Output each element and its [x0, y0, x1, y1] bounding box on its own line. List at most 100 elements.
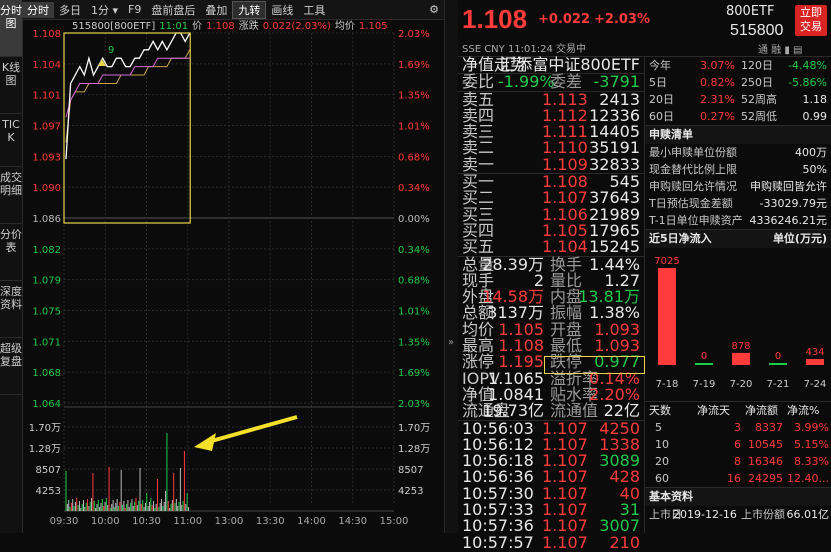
fund-info-panel: 今年 3.07% 120日 -4.48% 5日 0.82% 250日 -5.86% 20日 2.3… [645, 57, 831, 533]
stat-value-2: 1.44% [589, 254, 640, 274]
bid-price[interactable]: 1.105 [542, 220, 588, 240]
weibi-label: 委比 [462, 72, 495, 92]
stat-value-2: 1.27 [604, 270, 640, 290]
tick-volume: 1338 [599, 434, 640, 454]
ask-volume: 32833 [589, 154, 640, 174]
stat-label-2: 振幅 [550, 303, 583, 323]
fund-full-name: 汇添富中证800ETF [500, 55, 640, 74]
ask-price[interactable]: 1.110 [542, 138, 588, 158]
toolbar-item-0[interactable]: 分时 [22, 1, 54, 18]
ask-price[interactable]: 1.112 [542, 105, 588, 125]
nav-item-2[interactable]: TICK [0, 114, 22, 167]
nav-item-6[interactable]: 超级复盘 [0, 338, 22, 395]
toolbar-item-4[interactable]: 盘前盘后 [151, 3, 196, 17]
period-value-2: 0.99 [802, 110, 828, 123]
bid-price[interactable]: 1.108 [542, 172, 588, 192]
ask-volume: 12336 [589, 105, 640, 125]
quote-flag-icons[interactable]: 通 融 ▮ ▤ [758, 45, 803, 56]
book-row: 最高 1.108 最低 1.093 [458, 336, 644, 356]
stat-value-2: 22亿 [603, 401, 640, 421]
flow-amount: 10545 [748, 438, 783, 451]
flow-netdays: 8 [734, 455, 741, 468]
pct-tick: 1.69% [398, 60, 430, 71]
stat-value: 3137万 [487, 303, 544, 323]
flow-table-row: 20 8 16346 8.33% [645, 453, 831, 470]
bid-price[interactable]: 1.107 [542, 188, 588, 208]
tick-volume: 210 [609, 532, 640, 552]
stat-label: IOPV [462, 368, 500, 388]
tick-time: 10:57:57 [462, 532, 534, 552]
toolbar-item-5[interactable]: 叠加 [205, 3, 228, 17]
info-info_price: 1.108 [206, 21, 235, 32]
bid-price[interactable]: 1.104 [542, 237, 588, 257]
ask-price[interactable]: 1.109 [542, 154, 588, 174]
shares-value: 66.01亿 [786, 508, 830, 521]
toolbar-item-7[interactable]: 画线 [271, 3, 294, 17]
stat-value: 1.105 [498, 319, 544, 339]
period-label: 5日 [649, 76, 667, 89]
pct-tick: 0.34% [398, 183, 430, 194]
book-row: 均价 1.105 开盘 1.093 [458, 319, 644, 339]
info-info_chg: 0.022(2.03%) [263, 21, 331, 32]
toolbar-item-2[interactable]: 1分 ▾ [91, 3, 119, 17]
nav-trend-link[interactable]: 净值走势 [462, 55, 527, 74]
tick-volume: 3089 [599, 451, 640, 471]
price-tick: 1.082 [32, 245, 61, 256]
flow-amount: 16346 [748, 455, 783, 468]
redeem-value: 50% [802, 163, 827, 176]
trade-now-button[interactable]: 立即交易 [795, 5, 827, 36]
stat-label-2: 跌停 [550, 352, 583, 372]
toolbar-item-8[interactable]: 工具 [303, 3, 326, 17]
stat-value-2: 1.093 [594, 336, 640, 356]
bid-label: 买四 [462, 220, 495, 240]
book-row: 卖五 1.113 2413 [458, 89, 644, 109]
price-tick: 1.086 [32, 214, 61, 225]
toolbar-item-6[interactable]: 九转 [232, 0, 267, 19]
book-row: 卖一 1.109 32833 [458, 154, 644, 174]
stat-label-2: 流通值 [550, 401, 599, 421]
ask-label: 卖五 [462, 89, 495, 109]
stat-label: 现手 [462, 270, 495, 290]
period-value: 3.07% [700, 59, 735, 72]
nav-item-1[interactable]: K线图 [0, 57, 22, 114]
tick-time: 10:56:18 [462, 451, 534, 471]
price-tick: 1.064 [32, 399, 61, 410]
ask-price[interactable]: 1.113 [542, 89, 588, 109]
book-row: 总额 3137万 振幅 1.38% [458, 303, 644, 323]
ask-price[interactable]: 1.111 [542, 122, 588, 142]
nav-item-4[interactable]: 分价表 [0, 224, 22, 281]
stat-label-2: 贴水率 [550, 384, 599, 404]
collapse-arrow-icon[interactable]: » [448, 337, 455, 348]
tick-time: 10:56:36 [462, 467, 534, 487]
intraday-chart[interactable]: 1.108 2.03% 1.104 1.69% 1.101 1.35% 1.097 1.01%… [22, 19, 444, 533]
netflow-value-label: 434 [805, 347, 824, 358]
period-label-2: 52周低 [741, 110, 777, 123]
price-tick: 1.079 [32, 276, 61, 287]
bid-label: 买五 [462, 237, 495, 257]
toolbar-item-3[interactable]: F9 [128, 3, 142, 16]
flow-days: 10 [655, 438, 669, 451]
nav-item-0[interactable]: 分时图 [0, 0, 22, 57]
nav-item-5[interactable]: 深度资料 [0, 281, 22, 338]
period-label: 60日 [649, 110, 674, 123]
period-value: 0.27% [700, 110, 735, 123]
nav-item-3[interactable]: 成交明细 [0, 167, 22, 224]
chart-info-line: 515800[800ETF] 11:01 价 1.108 涨跌 0.022(2.03%) 均… [72, 19, 388, 32]
tick-price: 1.107 [542, 532, 588, 552]
ask-label: 卖四 [462, 105, 495, 125]
stat-label: 最高 [462, 336, 495, 356]
period-value-2: -5.86% [788, 76, 827, 89]
redeem-row: 申购赎回允许情况 申购赎回皆允许 [645, 178, 831, 195]
bid-label: 买二 [462, 188, 495, 208]
netflow-date-label: 7-19 [693, 379, 716, 390]
flow-header-cell: 净流天 [697, 404, 730, 417]
price-tick: 1.093 [32, 152, 61, 163]
bid-price[interactable]: 1.106 [542, 204, 588, 224]
tick-price: 1.107 [542, 467, 588, 487]
tick-volume: 31 [619, 500, 640, 520]
toolbar-item-1[interactable]: 多日 [59, 3, 81, 17]
chart-svg[interactable]: 1.108 2.03% 1.104 1.69% 1.101 1.35% 1.097 1.01%… [22, 19, 444, 533]
gear-icon[interactable]: ⚙ [429, 3, 439, 16]
netflow-date-label: 7-18 [656, 379, 679, 390]
marker-triangle-icon [98, 59, 106, 66]
